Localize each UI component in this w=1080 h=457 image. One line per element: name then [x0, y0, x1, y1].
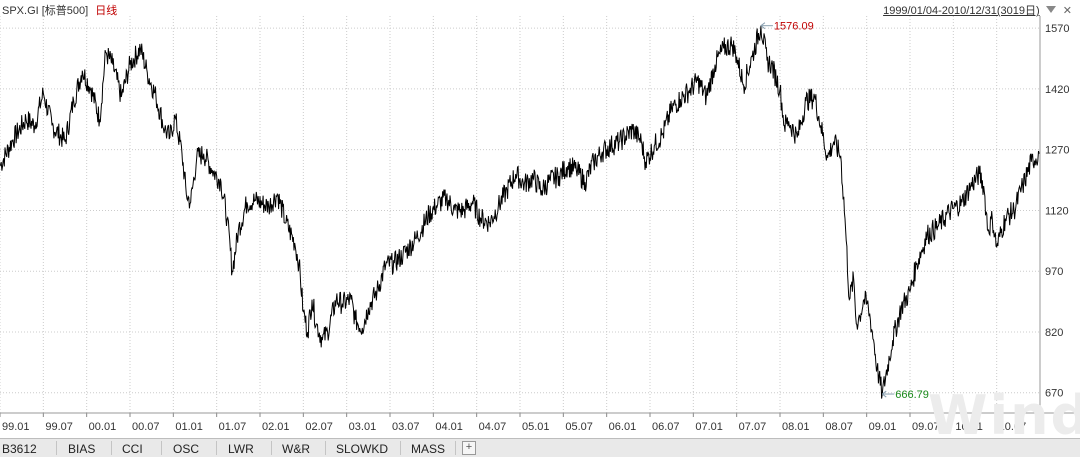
y-tick-label: 1270: [1045, 145, 1069, 157]
y-tick-label: 820: [1045, 327, 1063, 339]
x-tick-label: 02.07: [305, 421, 333, 433]
x-tick-label: 09.07: [912, 421, 940, 433]
x-tick-label: 00.07: [132, 421, 160, 433]
tab-wr[interactable]: W&R: [282, 442, 310, 456]
date-range-label[interactable]: 1999/01/04-2010/12/31(3019日): [883, 5, 1040, 17]
tab-separator: [161, 441, 162, 455]
min-value-label: 666.79: [895, 389, 929, 401]
tab-mass[interactable]: MASS: [411, 442, 446, 456]
y-tick-label: 670: [1045, 388, 1063, 400]
x-tick-label: 10.01: [955, 421, 983, 433]
x-tick-label: 03.01: [349, 421, 377, 433]
add-tab-button[interactable]: +: [462, 441, 476, 455]
indicator-tab-bar: B3612 BIAS CCI OSC LWR W&R SLOWKD MASS +: [0, 438, 1080, 457]
x-tick-label: 00.01: [89, 421, 117, 433]
tab-separator: [271, 441, 272, 455]
chart-header: SPX.GI [标普500] 日线 1999/01/04-2010/12/31(…: [0, 0, 1080, 18]
price-series-line: [0, 25, 1040, 399]
y-tick-label: 970: [1045, 266, 1063, 278]
x-tick-label: 01.01: [175, 421, 203, 433]
tab-lwr[interactable]: LWR: [228, 442, 254, 456]
x-tick-label: 09.01: [869, 421, 897, 433]
max-value-label: 1576.09: [774, 21, 814, 33]
x-tick-label: 99.07: [45, 421, 73, 433]
tab-separator: [56, 441, 57, 455]
y-tick-label: 1120: [1045, 205, 1069, 217]
y-tick-label: 1570: [1045, 23, 1069, 35]
x-tick-label: 99.01: [2, 421, 30, 433]
x-tick-label: 06.07: [652, 421, 680, 433]
x-tick-label: 10.07: [999, 421, 1027, 433]
x-tick-label: 08.07: [825, 421, 853, 433]
x-tick-label: 07.01: [695, 421, 723, 433]
x-tick-label: 07.07: [739, 421, 767, 433]
dropdown-triangle-icon[interactable]: [1045, 6, 1056, 13]
x-tick-label: 06.01: [609, 421, 637, 433]
tab-separator: [325, 441, 326, 455]
x-tick-label: 03.07: [392, 421, 420, 433]
tab-separator: [455, 441, 456, 455]
tab-slowkd[interactable]: SLOWKD: [336, 442, 389, 456]
tab-b3612[interactable]: B3612: [2, 442, 37, 456]
tab-separator: [216, 441, 217, 455]
close-icon[interactable]: ✕: [1062, 5, 1072, 17]
tab-osc[interactable]: OSC: [173, 442, 200, 456]
symbol-label: SPX.GI: [2, 5, 39, 17]
y-tick-label: 1420: [1045, 84, 1069, 96]
price-chart: 670 820 970 1120 1270 1420 1570 99.01 99.07 00.01…: [0, 16, 1080, 433]
tab-separator: [400, 441, 401, 455]
x-tick-label: 01.07: [219, 421, 247, 433]
wind-watermark: Wind: [928, 384, 1080, 447]
tab-bias[interactable]: BIAS: [68, 442, 96, 456]
min-arrow-icon: [881, 390, 887, 398]
tab-cci[interactable]: CCI: [122, 442, 143, 456]
x-tick-label: 04.01: [435, 421, 463, 433]
range-selector[interactable]: 1999/01/04-2010/12/31(3019日) ✕: [883, 2, 1072, 18]
max-arrow-icon: [760, 22, 766, 30]
x-tick-label: 05.07: [565, 421, 593, 433]
security-info: SPX.GI [标普500] 日线: [2, 2, 117, 18]
security-name: [标普500]: [41, 5, 89, 17]
x-tick-label: 04.07: [479, 421, 507, 433]
x-tick-label: 08.01: [782, 421, 810, 433]
tab-separator: [111, 441, 112, 455]
period-label[interactable]: 日线: [95, 5, 118, 17]
x-tick-label: 05.01: [522, 421, 550, 433]
x-tick-label: 02.01: [262, 421, 290, 433]
